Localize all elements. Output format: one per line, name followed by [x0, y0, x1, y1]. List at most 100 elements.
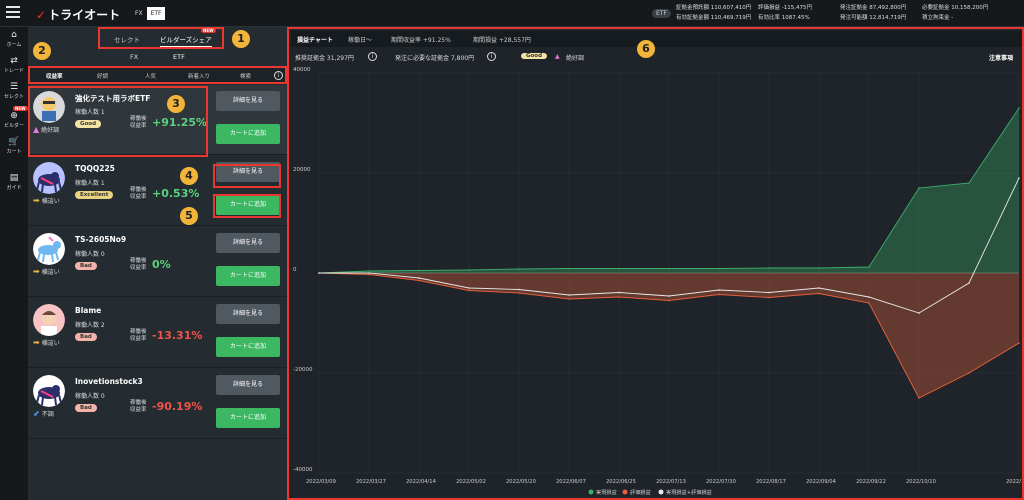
data-point	[568, 267, 570, 270]
data-point	[968, 282, 970, 284]
stat-valuation: 評価損益 -115,475円	[758, 5, 812, 11]
data-point	[568, 294, 570, 296]
trend-label: 不調	[41, 411, 54, 418]
data-point	[618, 291, 620, 294]
data-point	[518, 292, 520, 294]
data-point	[818, 287, 820, 289]
data-point	[1018, 342, 1020, 344]
data-point	[518, 288, 520, 291]
list-item[interactable]: ▲ 絶好調 強化テスト用ラボETF 稼働人数 1 Good 稼働後 収益率 +91.…	[28, 85, 287, 155]
profit-rate: -13.31%	[152, 329, 203, 342]
x-tick-label: 2022/06/25	[606, 479, 636, 485]
info-icon[interactable]: i	[274, 71, 283, 80]
series-area-0	[319, 108, 1019, 273]
add-to-cart-button[interactable]: カートに追加	[216, 124, 280, 144]
data-point	[568, 298, 570, 300]
x-tick-label: 2022/09/04	[806, 479, 837, 485]
data-point	[618, 296, 620, 298]
x-tick-label: 2022/03/09	[306, 479, 336, 485]
profit-rate: -90.19%	[152, 400, 203, 413]
sort-good[interactable]: 好調	[97, 74, 109, 80]
data-point	[668, 295, 670, 297]
trend-up-icon: ▲	[555, 53, 560, 60]
avatar	[33, 375, 65, 407]
mode-toggle[interactable]: FX ETF	[131, 7, 166, 20]
avatar	[33, 91, 65, 123]
chart-panel: 損益チャート 稼働日〜 期間収益率 +91.25% 期間損益 +28,557円 …	[287, 27, 1024, 500]
list-item[interactable]: ⬋ 不調 Inovetionstock3 稼働人数 0 Bad 稼働後 収益率 -9…	[28, 369, 287, 439]
nav-guide[interactable]: ▤ ガイド	[0, 173, 28, 191]
nav-cart-label: カート	[6, 149, 22, 155]
series-area-1	[319, 273, 1019, 398]
subtab-etf[interactable]: ETF	[173, 53, 185, 61]
detail-button[interactable]: 詳細を見る	[216, 162, 280, 182]
tab-pl-chart[interactable]: 損益チャート	[297, 37, 333, 44]
mode-fx-button[interactable]: FX	[135, 10, 143, 17]
app-logo[interactable]: ✓ トライオート	[36, 6, 120, 23]
tab-since-start[interactable]: 稼働日〜	[348, 37, 373, 44]
share-name: TQQQ225	[75, 164, 115, 173]
legend-label: 評価損益	[630, 488, 651, 496]
mode-etf-button[interactable]: ETF	[146, 7, 166, 20]
trend-indicator: ➡ 横這い	[33, 196, 60, 205]
detail-button[interactable]: 詳細を見る	[216, 233, 280, 253]
stat-required-margin: 必要証拠金 10,158,200円	[922, 5, 989, 11]
rate-label-line2: 収益率	[130, 194, 147, 200]
sort-search[interactable]: 検索	[240, 74, 252, 80]
list-item[interactable]: ➡ 横這い TQQQ225 稼働人数 1 Excellent 稼働後 収益率 +0.…	[28, 156, 287, 226]
stat-effective-margin: 有効証拠金額 110,469,719円	[676, 15, 752, 21]
data-point	[768, 267, 770, 269]
nav-trade[interactable]: ⇄ トレード	[0, 56, 28, 74]
nav-builder[interactable]: ⊕ ビルダー	[0, 111, 28, 129]
detail-button[interactable]: 詳細を見る	[216, 304, 280, 324]
detail-button[interactable]: 詳細を見る	[216, 91, 280, 111]
etf-pill: ETF	[652, 9, 671, 18]
data-point	[368, 270, 370, 272]
avatar	[33, 162, 65, 194]
subtab-fx[interactable]: FX	[130, 53, 139, 61]
callout-4: 4	[180, 167, 198, 185]
data-point	[418, 269, 420, 272]
list-item[interactable]: ➡ 横這い TS-2605No9 稼働人数 0 Bad 稼働後 収益率 0% 詳細を…	[28, 227, 287, 297]
chart-tabs: 損益チャート 稼働日〜 期間収益率 +91.25% 期間損益 +28,557円	[291, 31, 1022, 47]
trend-flat-icon: ➡	[33, 338, 40, 347]
tab-builders-share[interactable]: ビルダーズシェア	[160, 34, 212, 47]
info-icon[interactable]: i	[368, 52, 377, 61]
nav-cart[interactable]: 🛒 カート	[0, 137, 28, 155]
x-tick-label: 2022/10/10	[906, 479, 936, 485]
sort-popular[interactable]: 人気	[145, 74, 157, 80]
y-tick-label: -20000	[293, 367, 313, 373]
list-item[interactable]: ➡ 横這い Blame 稼働人数 2 Bad 稼働後 収益率 -13.31% 詳細を…	[28, 298, 287, 368]
sort-profit[interactable]: 収益率	[46, 74, 63, 80]
segment-tabs: セレクト ビルダーズシェア NEW	[98, 27, 224, 49]
worker-count: 稼働人数 0	[75, 393, 105, 400]
sort-new[interactable]: 新着入り	[188, 74, 211, 80]
data-point	[518, 268, 520, 270]
nav-select[interactable]: ☰ セレクト	[0, 82, 28, 100]
nav-home[interactable]: ⌂ ホーム	[0, 30, 28, 48]
notice-link[interactable]: 注意事項	[989, 55, 1014, 62]
rate-label: 稼働後 収益率	[130, 329, 147, 343]
rate-label-line1: 稼働後	[130, 400, 147, 406]
hamburger-icon[interactable]	[6, 6, 20, 18]
nav-guide-label: ガイド	[6, 185, 22, 191]
stat-savings: 積立拘束金 -	[922, 15, 954, 21]
data-point	[868, 296, 870, 298]
add-to-cart-button[interactable]: カートに追加	[216, 195, 280, 215]
nav-select-label: セレクト	[3, 94, 24, 100]
add-to-cart-button[interactable]: カートに追加	[216, 266, 280, 286]
worker-count: 稼働人数 2	[75, 322, 105, 329]
cart-icon: 🛒	[8, 137, 20, 147]
avatar	[33, 304, 65, 336]
add-to-cart-button[interactable]: カートに追加	[216, 337, 280, 357]
data-point	[918, 312, 920, 314]
tab-select[interactable]: セレクト	[114, 36, 140, 44]
add-to-cart-button[interactable]: カートに追加	[216, 408, 280, 428]
rate-label-line2: 収益率	[130, 265, 147, 271]
share-name: Blame	[75, 306, 102, 315]
detail-button[interactable]: 詳細を見る	[216, 375, 280, 395]
trend-flat-icon: ➡	[33, 267, 40, 276]
data-point	[668, 299, 670, 302]
info-icon[interactable]: i	[487, 52, 496, 61]
